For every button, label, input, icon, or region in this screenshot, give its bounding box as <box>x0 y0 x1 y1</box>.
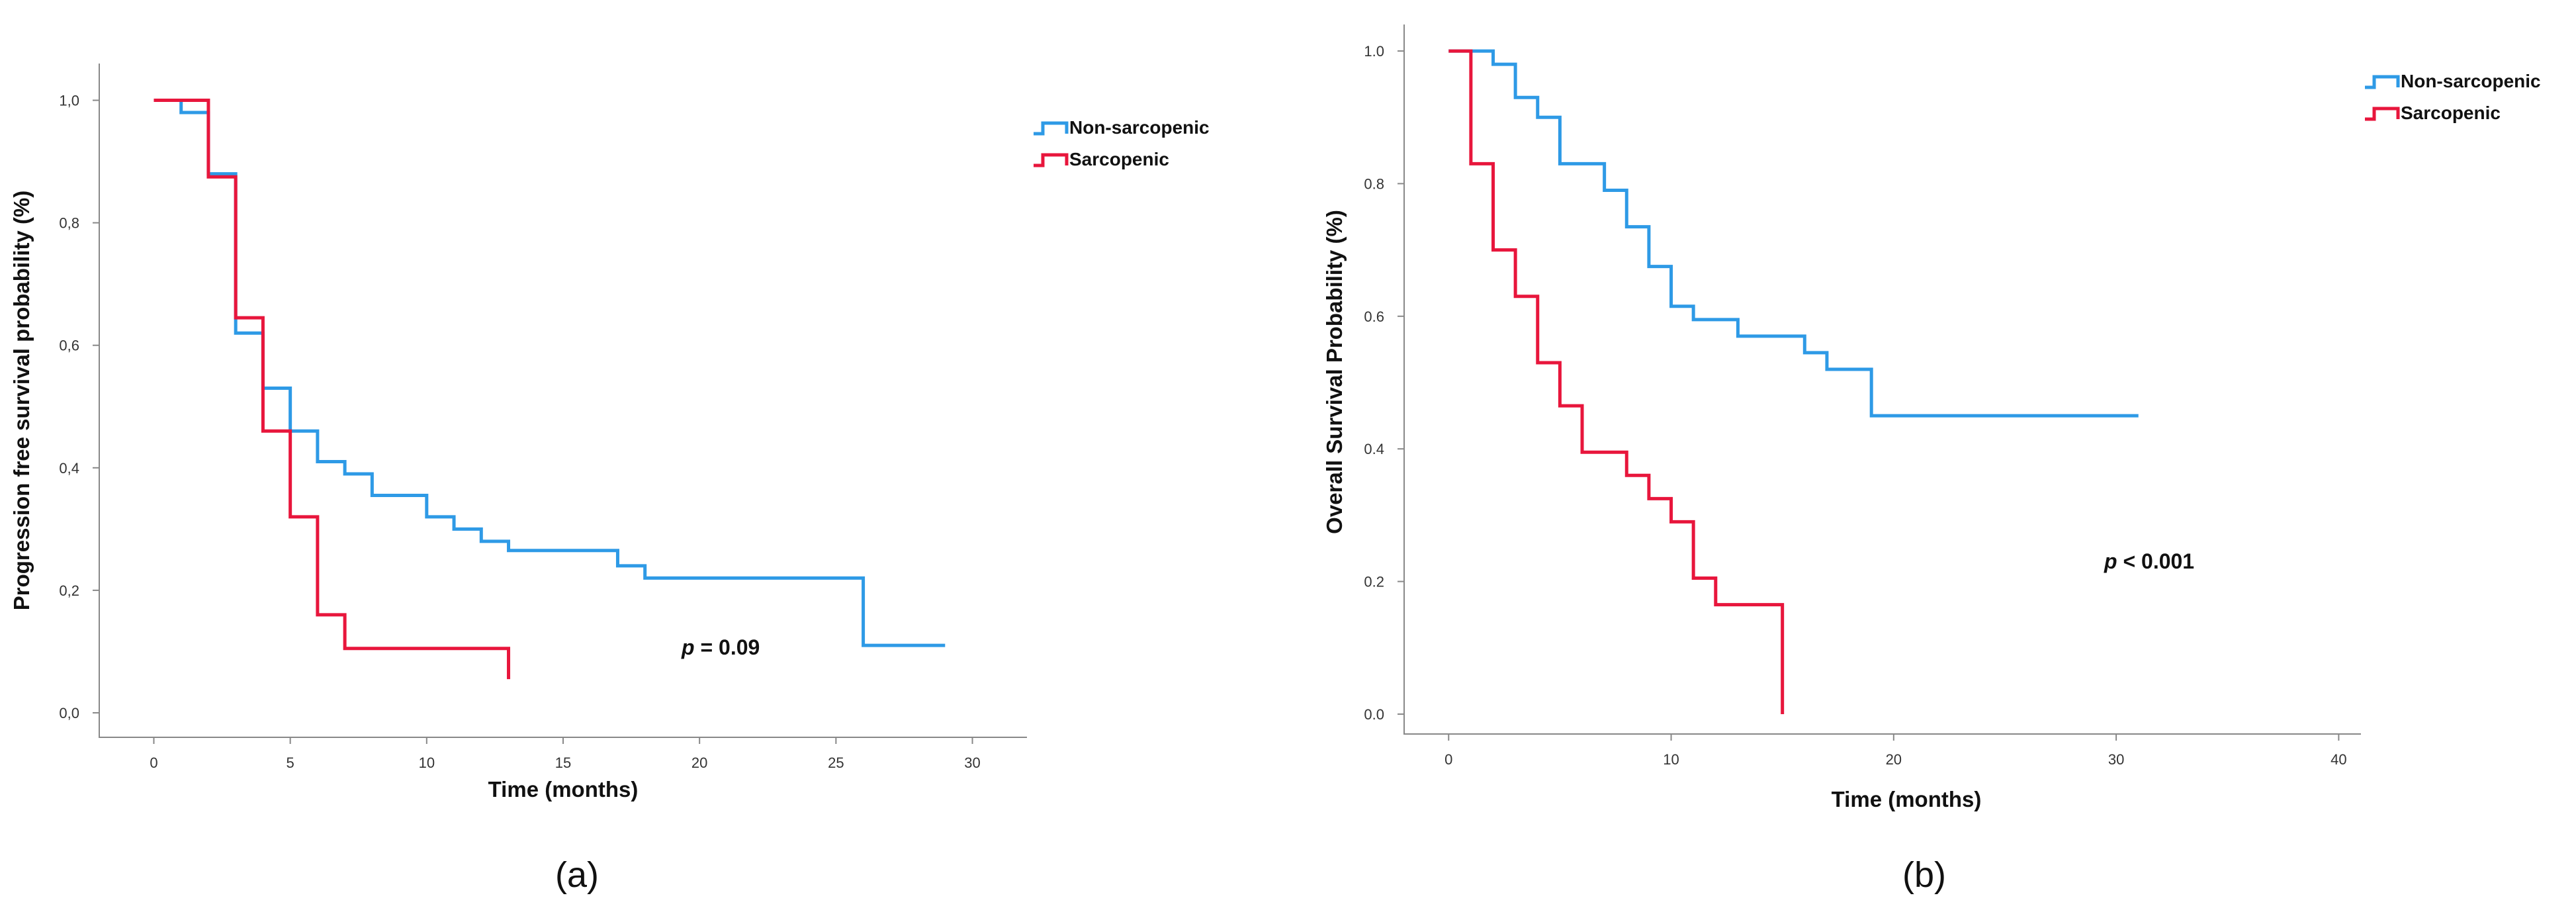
y-tick-label: 1,0 <box>59 93 79 109</box>
p-value-annotation: p = 0.09 <box>681 635 760 659</box>
y-tick-label: 0,2 <box>59 582 79 599</box>
p-symbol: p <box>681 635 695 659</box>
x-tick-label: 20 <box>691 755 707 771</box>
p-value-text: = 0.09 <box>695 635 760 659</box>
x-tick-label: 25 <box>828 755 844 771</box>
legend-label: Sarcopenic <box>1069 149 1169 169</box>
legend-swatch <box>2365 75 2400 89</box>
axis-frame <box>1403 24 2361 735</box>
survival-curve-non-sarcopenic <box>1448 49 2139 418</box>
x-tick-label: 5 <box>287 755 294 771</box>
y-tick-label: 0,4 <box>59 460 79 477</box>
legend-swatch <box>2365 107 2400 121</box>
y-tick-label: 1.0 <box>1364 43 1384 60</box>
p-value-text: < 0.001 <box>2117 549 2195 573</box>
x-tick-label: 0 <box>1444 751 1452 768</box>
x-tick-label: 20 <box>1886 751 1902 768</box>
y-tick-label: 0.2 <box>1364 574 1384 590</box>
survival-curve-sarcopenic <box>154 99 511 680</box>
chart-panel-a: 0,0 0,2 0,4 0,6 0,8 1,0 0 5 10 15 20 25 30 Time (mont… <box>9 64 1210 895</box>
legend-label: Non-sarcopenic <box>2401 71 2541 91</box>
x-tick-label: 0 <box>150 755 157 771</box>
x-tick-label: 10 <box>419 755 435 771</box>
y-tick-label: 0.8 <box>1364 175 1384 192</box>
survival-curve-sarcopenic <box>1448 49 1785 714</box>
y-tick-label: 0.0 <box>1364 706 1384 723</box>
y-axis-title: Progression free survival probability (%… <box>9 191 34 611</box>
km-chart-progression-free-survival: 0,0 0,2 0,4 0,6 0,8 1,0 0 5 10 15 20 25 30 Time (mont… <box>9 64 1210 895</box>
x-axis-title: Time (months) <box>488 777 639 802</box>
x-tick-label: 40 <box>2331 751 2346 768</box>
x-axis-title: Time (months) <box>1832 787 1982 811</box>
y-tick-label: 0.4 <box>1364 441 1384 457</box>
y-tick-label: 0,8 <box>59 215 79 232</box>
p-value-annotation: p < 0.001 <box>2104 549 2194 573</box>
y-tick-label: 0.6 <box>1364 308 1384 325</box>
x-tick-label: 15 <box>555 755 571 771</box>
y-tick-label: 0,6 <box>59 338 79 354</box>
y-tick-label: 0,0 <box>59 705 79 721</box>
x-tick-label: 10 <box>1663 751 1679 768</box>
legend-swatch <box>1034 153 1069 167</box>
legend-label: Sarcopenic <box>2401 103 2501 123</box>
chart-panel-b: 0.0 0.2 0.4 0.6 0.8 1.0 0 10 20 30 40 Time (months)… <box>1288 0 2576 918</box>
panel-caption: (a) <box>555 855 599 895</box>
axis-frame <box>99 64 1027 738</box>
y-axis-title: Overall Survival Probability (%) <box>1322 210 1347 534</box>
km-chart-overall-survival: 0.0 0.2 0.4 0.6 0.8 1.0 0 10 20 30 40 Time (months)… <box>1322 24 2541 895</box>
survival-curve-non-sarcopenic <box>154 99 946 647</box>
x-tick-label: 30 <box>964 755 980 771</box>
p-symbol: p <box>2104 549 2117 573</box>
x-tick-label: 30 <box>2108 751 2124 768</box>
legend-swatch <box>1034 121 1069 136</box>
panel-caption: (b) <box>1902 855 1946 895</box>
legend-label: Non-sarcopenic <box>1069 117 1210 138</box>
